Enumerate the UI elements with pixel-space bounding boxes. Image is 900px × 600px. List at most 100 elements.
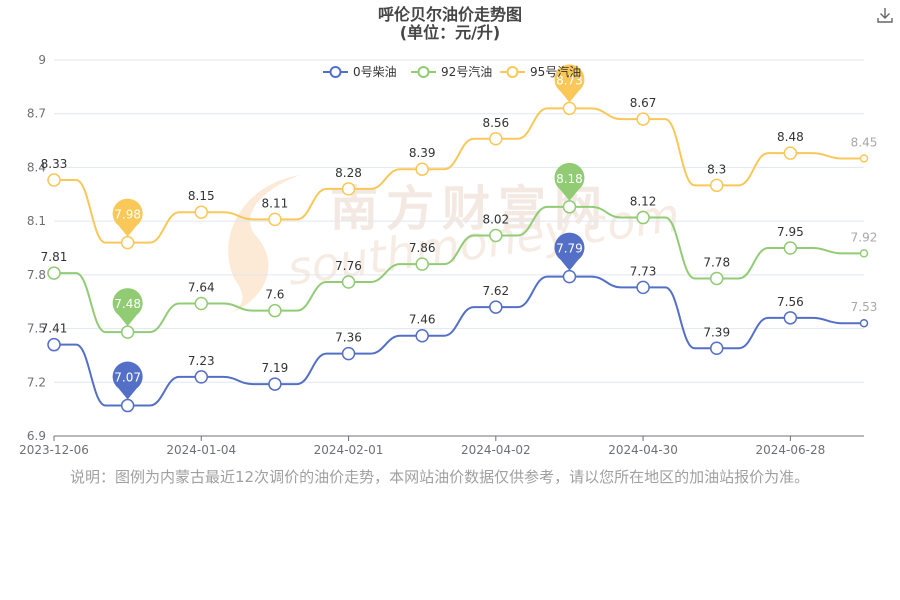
data-point[interactable] (859, 318, 869, 328)
data-point[interactable] (636, 280, 650, 295)
data-point[interactable] (341, 182, 356, 196)
data-point[interactable] (47, 266, 61, 280)
data-point[interactable] (194, 296, 209, 311)
data-label: 8.11 (262, 196, 289, 210)
legend-marker (417, 66, 430, 78)
data-point[interactable] (47, 173, 61, 187)
data-point[interactable] (194, 370, 209, 384)
legend-item-2[interactable]: 92号汽油 (411, 64, 492, 79)
data-point[interactable] (489, 300, 503, 314)
data-point[interactable] (859, 249, 869, 258)
data-label: 7.36 (335, 331, 362, 345)
data-label: 7.6 (265, 288, 284, 302)
data-label: 7.53 (851, 300, 878, 314)
data-point[interactable] (120, 325, 135, 339)
series-line (54, 275, 864, 407)
data-point[interactable] (489, 228, 503, 243)
pin-shape (112, 288, 143, 327)
data-point[interactable] (489, 132, 503, 146)
data-point[interactable] (562, 200, 577, 214)
data-label: 8.67 (630, 96, 657, 110)
x-tick-label: 2024-04-02 (461, 443, 531, 457)
legend-label: 92号汽油 (441, 64, 492, 79)
download-icon[interactable] (876, 6, 894, 24)
data-point[interactable] (268, 303, 282, 318)
data-point[interactable] (415, 257, 429, 271)
chart-subtitle: (单位：元/升) (400, 23, 500, 42)
legend-item-3[interactable]: 95号汽油 (500, 64, 581, 79)
y-tick-label: 8.7 (27, 107, 46, 121)
data-label: 8.02 (482, 212, 509, 226)
data-point[interactable] (636, 210, 650, 225)
data-point[interactable] (415, 162, 429, 176)
y-tick-label: 9 (38, 53, 46, 67)
data-point[interactable] (783, 311, 798, 325)
data-label: 8.15 (188, 189, 215, 203)
data-label: 7.41 (41, 322, 68, 336)
legend-item-1[interactable]: 0号柴油 (323, 65, 397, 79)
data-point[interactable] (341, 275, 356, 289)
data-label: 7.86 (409, 241, 436, 255)
y-tick-label: 8.4 (27, 160, 46, 174)
series-1 (47, 269, 869, 413)
pin-shape (112, 198, 143, 237)
watermark-text-cn: 南方财富网 (330, 181, 610, 237)
series-2 (47, 200, 869, 339)
legend[interactable]: 0号柴油 92号汽油 95号汽油 (323, 64, 581, 79)
data-labels: 7.41 7.23 7.19 7.36 7.46 7.62 7.73 7.39 7.56 7.53… (41, 96, 878, 375)
pin-shape (554, 64, 585, 103)
data-label: 7.23 (188, 354, 215, 368)
pin-label: 7.07 (114, 371, 141, 385)
data-point[interactable] (709, 341, 724, 356)
axes: 6.9 7.2 7.5 7.8 8.1 8.4 8.7 9 2023-12-06 2024-01-… (19, 53, 864, 457)
y-tick-label: 7.2 (27, 375, 46, 389)
pin-shape (554, 162, 585, 201)
data-point[interactable] (194, 205, 209, 219)
data-point[interactable] (562, 269, 577, 284)
data-point[interactable] (709, 178, 724, 193)
data-point[interactable] (636, 112, 650, 126)
data-label: 8.12 (630, 195, 657, 209)
legend-label: 0号柴油 (353, 65, 397, 79)
data-label: 8.28 (335, 166, 362, 180)
series-3 (47, 101, 869, 250)
watermark-logo (225, 175, 300, 315)
min-marker-pin: 7.07 (112, 361, 143, 400)
data-point[interactable] (120, 235, 135, 250)
data-point[interactable] (562, 101, 577, 116)
min-marker-pin: 7.98 (112, 198, 143, 237)
data-label: 7.95 (777, 225, 804, 239)
data-label: 7.39 (703, 325, 730, 339)
x-tick-label: 2023-12-06 (19, 443, 89, 457)
data-point[interactable] (47, 337, 61, 352)
grid-lines (54, 59, 864, 383)
chart-note: 说明：图例为内蒙古最近12次调价的油价走势，本网站油价数据仅供参考，请以您所在地… (70, 468, 810, 486)
pin-shape (554, 232, 585, 271)
data-point[interactable] (859, 154, 869, 163)
y-tick-label: 8.1 (27, 214, 46, 228)
data-point[interactable] (783, 146, 798, 160)
data-label: 7.56 (777, 295, 804, 309)
pin-label: 7.79 (556, 242, 583, 256)
x-tick-label: 2024-02-01 (314, 443, 384, 457)
data-point[interactable] (783, 241, 798, 255)
data-point[interactable] (415, 328, 429, 343)
y-tick-label: 6.9 (27, 429, 46, 443)
data-label: 7.92 (851, 230, 878, 244)
data-point[interactable] (341, 346, 356, 361)
legend-marker (506, 66, 519, 78)
data-label: 8.3 (707, 162, 726, 176)
data-label: 7.64 (188, 281, 215, 295)
chart-title: 呼伦贝尔油价走势图 (378, 5, 522, 24)
data-point[interactable] (120, 398, 135, 413)
y-tick-label: 7.8 (27, 268, 46, 282)
data-point[interactable] (268, 212, 282, 227)
pin-label: 8.73 (556, 73, 583, 87)
legend-marker (329, 66, 342, 78)
data-label: 7.78 (703, 255, 730, 269)
data-point[interactable] (268, 377, 282, 391)
x-tick-label: 2024-01-04 (166, 443, 236, 457)
data-point[interactable] (709, 271, 724, 286)
